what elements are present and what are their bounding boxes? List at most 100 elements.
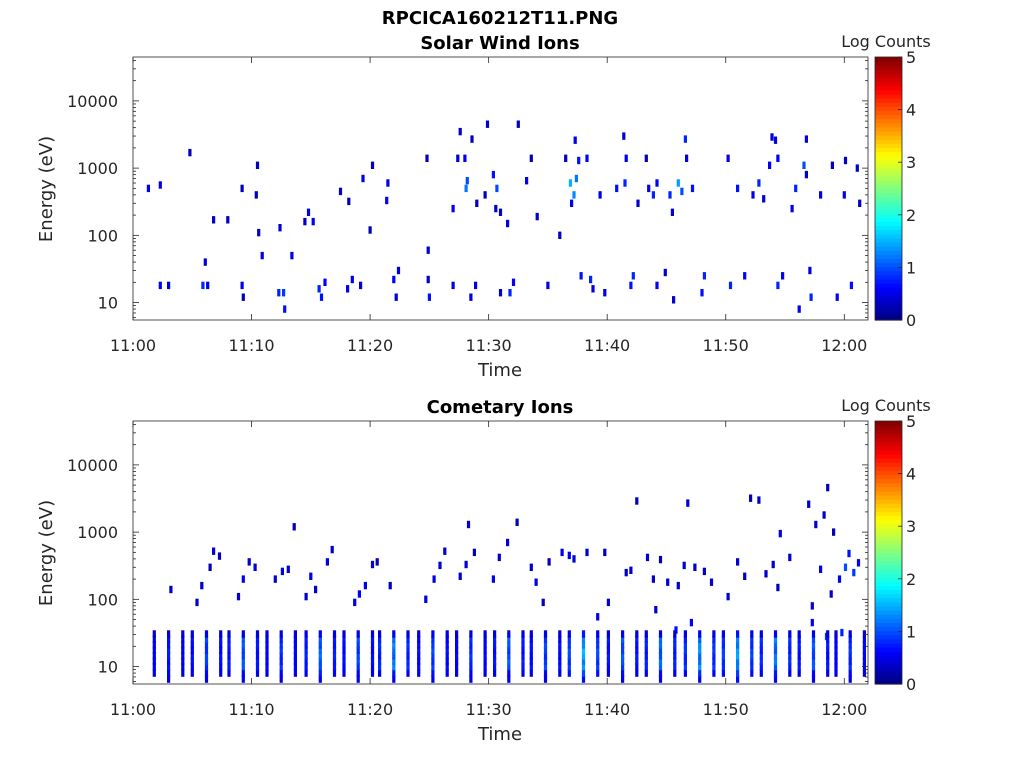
spectrogram-cell bbox=[529, 635, 533, 643]
spectrogram-cell bbox=[834, 630, 838, 638]
spectrogram-cell bbox=[848, 675, 852, 683]
spectrogram-cell bbox=[658, 669, 663, 677]
spectrogram-cell bbox=[834, 635, 838, 643]
spectrogram-cell bbox=[201, 281, 205, 290]
spectrogram-cell bbox=[624, 154, 628, 162]
spectrogram-cell bbox=[507, 657, 511, 665]
spectrogram-cell bbox=[378, 641, 382, 649]
spectrogram-cell bbox=[712, 652, 716, 660]
spectrogram-cell bbox=[406, 630, 410, 638]
colorbar-segment bbox=[875, 536, 902, 541]
spectrogram-cell bbox=[826, 483, 830, 492]
spectrogram-cell bbox=[736, 652, 740, 660]
colorbar-segment bbox=[875, 93, 902, 99]
colorbar-segment bbox=[875, 61, 902, 66]
colorbar-segment bbox=[875, 651, 902, 656]
spectrogram-cell bbox=[525, 177, 529, 185]
colorbar-segment bbox=[875, 425, 902, 430]
spectrogram-cell bbox=[314, 585, 318, 594]
spectrogram-cell bbox=[241, 635, 245, 643]
spectrogram-cell bbox=[811, 630, 816, 638]
spectrogram-cell bbox=[356, 662, 360, 671]
spectrogram-cell bbox=[558, 652, 562, 660]
spectrogram-cell bbox=[342, 669, 346, 677]
spectrogram-cell bbox=[736, 662, 740, 671]
colorbar-segment bbox=[875, 556, 902, 562]
spectrogram-cell bbox=[689, 618, 693, 627]
spectrogram-cell bbox=[451, 281, 455, 290]
colorbar-segment bbox=[875, 421, 902, 426]
colorbar-segment bbox=[875, 523, 902, 529]
spectrogram-cell bbox=[712, 641, 716, 649]
spectrogram-cell bbox=[797, 641, 801, 649]
spectrogram-cell bbox=[804, 170, 808, 179]
spectrogram-cell bbox=[392, 675, 396, 683]
spectrogram-cell bbox=[241, 652, 245, 660]
spectrogram-cell bbox=[736, 558, 740, 566]
colorbar-segment bbox=[875, 118, 902, 124]
spectrogram-cell bbox=[736, 669, 740, 677]
spectrogram-cell bbox=[255, 161, 260, 169]
spectrogram-cell bbox=[790, 204, 794, 213]
spectrogram-cell bbox=[635, 646, 639, 654]
spectrogram-cell bbox=[219, 641, 223, 649]
colorbar-segment bbox=[875, 114, 902, 120]
colorbar-segment bbox=[875, 159, 902, 165]
spectrogram-cell bbox=[167, 641, 171, 649]
spectrogram-cell bbox=[848, 641, 852, 649]
spectrogram-cell bbox=[378, 646, 382, 654]
spectrogram-cell bbox=[293, 652, 297, 660]
spectrogram-cell bbox=[673, 641, 677, 649]
spectrogram-cell bbox=[167, 662, 171, 671]
colorbar-segment bbox=[875, 552, 902, 558]
spectrogram-cell bbox=[378, 669, 382, 677]
colorbar-segment bbox=[875, 110, 902, 116]
spectrogram-cell bbox=[529, 563, 533, 571]
spectrogram-cell bbox=[567, 662, 571, 671]
spectrogram-cell bbox=[543, 635, 548, 643]
spectrogram-cell bbox=[654, 606, 658, 614]
spectrogram-cell bbox=[255, 630, 260, 638]
colorbar-segment bbox=[875, 299, 902, 305]
spectrogram-cell bbox=[280, 567, 284, 576]
spectrogram-cell bbox=[819, 191, 823, 199]
colorbar-segment bbox=[875, 163, 902, 169]
spectrogram-cell bbox=[567, 652, 571, 660]
colorbar-gradient bbox=[875, 57, 902, 321]
colorbar-segment bbox=[875, 155, 902, 161]
spectrogram-cell bbox=[217, 552, 222, 560]
y-axis: 10 100 1000 10000 bbox=[67, 424, 868, 682]
spectrogram-cell bbox=[255, 641, 260, 649]
spectrogram-cell bbox=[797, 657, 801, 665]
spectrogram-cell bbox=[543, 652, 548, 660]
spectrogram-cell bbox=[651, 191, 655, 199]
spectrogram-cell bbox=[146, 184, 150, 193]
spectrogram-cell bbox=[493, 652, 497, 660]
spectrogram-cell bbox=[606, 669, 610, 677]
colorbar-segment bbox=[875, 601, 902, 607]
colorbar-ticks: 0 1 2 3 4 5 bbox=[898, 48, 916, 330]
spectrogram-cell bbox=[516, 120, 520, 128]
spectrogram-cell bbox=[195, 598, 199, 607]
spectrogram-cell bbox=[318, 657, 322, 665]
spectrogram-cell bbox=[862, 641, 866, 649]
colorbar-segment bbox=[875, 494, 902, 500]
spectrogram-cell bbox=[666, 578, 670, 586]
spectrogram-cell bbox=[293, 635, 297, 643]
spectrogram-cell bbox=[644, 662, 648, 671]
spectrogram-cell bbox=[807, 500, 811, 508]
spectrogram-cell bbox=[560, 548, 564, 557]
spectrogram-cell bbox=[693, 563, 697, 571]
spectrogram-cell bbox=[455, 630, 459, 638]
spectrogram-cell bbox=[240, 281, 244, 290]
spectrogram-cell bbox=[394, 293, 398, 301]
spectrogram-cell bbox=[683, 635, 687, 643]
spectrogram-cell bbox=[621, 635, 625, 643]
spectrogram-cell bbox=[572, 555, 576, 563]
spectrogram-cell bbox=[848, 652, 852, 660]
spectrogram-cell bbox=[848, 669, 852, 677]
spectrogram-cell bbox=[736, 635, 740, 643]
spectrogram-cell bbox=[773, 136, 778, 144]
colorbar-segment bbox=[875, 634, 902, 640]
